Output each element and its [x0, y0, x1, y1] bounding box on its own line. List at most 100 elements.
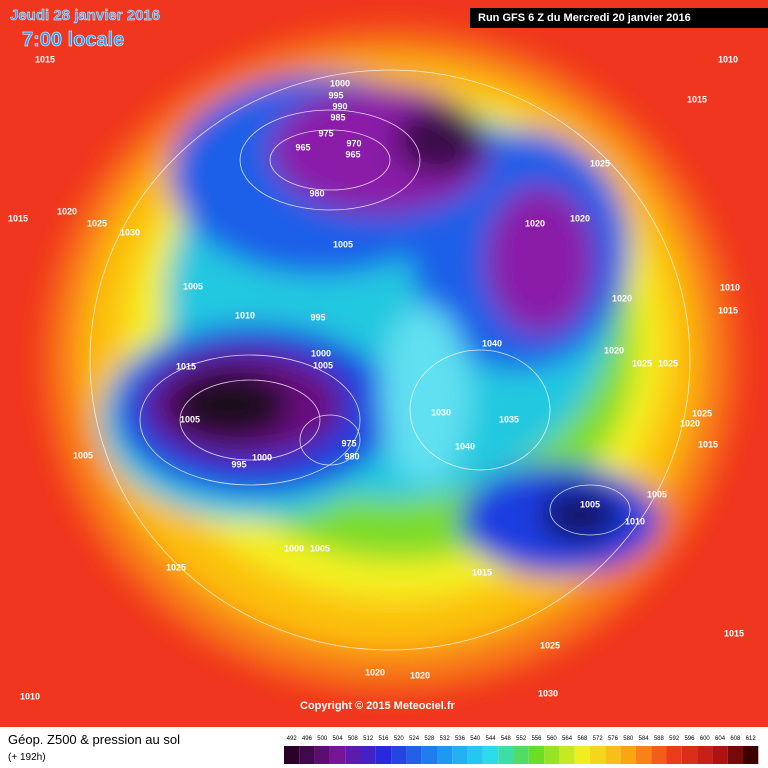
- isobar-label: 1040: [455, 441, 475, 451]
- legend-title: Géop. Z500 & pression au sol: [8, 732, 180, 747]
- colorbar-tick-label: 604: [715, 736, 726, 742]
- isobar-label: 1025: [166, 562, 186, 572]
- isobar-label: 1005: [647, 489, 667, 499]
- isobar-label: 1025: [540, 640, 560, 650]
- colorbar-tick-label: 592: [669, 736, 680, 742]
- colorbar-swatch: [421, 746, 437, 764]
- isobar-label: 1030: [538, 688, 558, 698]
- isobar-label: 1005: [313, 360, 333, 370]
- colorbar-swatch: [620, 746, 636, 764]
- isobar-label: 1030: [120, 227, 140, 237]
- isobar-label: 1020: [410, 670, 430, 680]
- isobar-label: 1015: [718, 305, 738, 315]
- colorbar-swatch: [437, 746, 453, 764]
- colorbar-tick-label: 520: [394, 736, 405, 742]
- colorbar-swatch: [712, 746, 728, 764]
- colorbar-tick-label: 512: [363, 736, 374, 742]
- colorbar-swatch: [681, 746, 698, 764]
- isobar-label: 1025: [658, 358, 678, 368]
- isobar-label: 1005: [333, 239, 353, 249]
- isobar-label: 1015: [687, 94, 707, 104]
- colorbar-tick-label: 612: [746, 736, 757, 742]
- isobar-label: 1010: [720, 282, 740, 292]
- colorbar-swatch: [574, 746, 590, 764]
- colorbar-swatch: [651, 746, 667, 764]
- colorbar-tick-label: 600: [700, 736, 711, 742]
- isobar-label: 1015: [724, 628, 744, 638]
- colorbar: 492 496 500 504 508 512 516 520 524 528 532 536 540 5…: [284, 736, 759, 764]
- colorbar-swatch: [528, 746, 545, 764]
- isobar-label: 1025: [692, 408, 712, 418]
- colorbar-swatch: [467, 746, 483, 764]
- lead-time: (+ 192h): [8, 752, 46, 763]
- colorbar-swatch: [345, 746, 361, 764]
- colorbar-tick-label: 584: [639, 736, 650, 742]
- isobar-label: 965: [295, 142, 310, 152]
- colorbar-tick-label: 552: [516, 736, 527, 742]
- colorbar-swatch: [544, 746, 560, 764]
- isobar-label: 1000: [330, 78, 350, 88]
- isobar-label: 1020: [680, 418, 700, 428]
- colorbar-swatch: [590, 746, 606, 764]
- colorbar-swatch: [743, 746, 759, 764]
- isobar-label: 980: [344, 451, 359, 461]
- colorbar-swatch: [498, 746, 514, 764]
- isobar-label: 975: [341, 438, 356, 448]
- colorbar-swatch: [559, 746, 575, 764]
- colorbar-swatch: [513, 746, 529, 764]
- colorbar-tick-label: 516: [378, 736, 389, 742]
- colorbar-tick-label: 508: [348, 736, 359, 742]
- isobar-label: 1020: [604, 345, 624, 355]
- isobar-label: 1010: [235, 310, 255, 320]
- run-box: [470, 8, 768, 28]
- isobar-label: 1015: [176, 361, 196, 371]
- colorbar-swatch: [314, 746, 330, 764]
- colorbar-tick-label: 608: [730, 736, 741, 742]
- isobar-label: 1005: [180, 414, 200, 424]
- colorbar-swatch: [329, 746, 346, 764]
- isobar-label: 1020: [612, 293, 632, 303]
- colorbar-swatch: [727, 746, 743, 764]
- isobar-label: 995: [310, 312, 325, 322]
- colorbar-tick-label: 536: [455, 736, 466, 742]
- colorbar-swatch: [375, 746, 392, 764]
- isobar-label: 1040: [482, 338, 502, 348]
- isobar-label: 1000: [252, 452, 272, 462]
- colorbar-tick-label: 492: [287, 736, 298, 742]
- colorbar-swatch: [605, 746, 621, 764]
- isobar-label: 1020: [525, 218, 545, 228]
- isobar-label: 975: [318, 128, 333, 138]
- colorbar-swatch: [406, 746, 422, 764]
- copyright: Copyright © 2015 Meteociel.fr: [300, 700, 456, 712]
- isobar-label: 1015: [698, 439, 718, 449]
- colorbar-tick-label: 596: [684, 736, 695, 742]
- isobar-label: 990: [332, 101, 347, 111]
- colorbar-tick-label: 500: [317, 736, 328, 742]
- colorbar-tick-label: 556: [531, 736, 542, 742]
- isobar-label: 965: [345, 149, 360, 159]
- isobar-labels: 1015 101010151000995990985975970965965980…: [8, 54, 744, 701]
- colorbar-tick-label: 504: [333, 736, 344, 742]
- isobar-label: 1025: [590, 158, 610, 168]
- isobar-label: 1035: [499, 414, 519, 424]
- isobar-label: 1005: [183, 281, 203, 291]
- isobar-label: 1010: [718, 54, 738, 64]
- isobar-label: 1005: [73, 450, 93, 460]
- colorbar-tick-label: 524: [409, 736, 420, 742]
- colorbar-tick-label: 544: [486, 736, 497, 742]
- date-label: Jeudi 28 janvier 2016: [10, 7, 160, 24]
- isobar-label: 970: [346, 138, 361, 148]
- isobar-label: 1000: [311, 348, 331, 358]
- isobar-label: 1015: [35, 54, 55, 64]
- isobar-label: 1020: [57, 206, 77, 216]
- colorbar-tick-label: 548: [501, 736, 512, 742]
- isobar-label: 1030: [431, 407, 451, 417]
- isobar-label: 1010: [625, 516, 645, 526]
- colorbar-tick-label: 496: [302, 736, 313, 742]
- isobar-label: 1020: [570, 213, 590, 223]
- isobar-label: 1010: [20, 691, 40, 701]
- colorbar-tick-label: 528: [424, 736, 435, 742]
- colorbar-swatch: [666, 746, 682, 764]
- colorbar-swatch: [299, 746, 315, 764]
